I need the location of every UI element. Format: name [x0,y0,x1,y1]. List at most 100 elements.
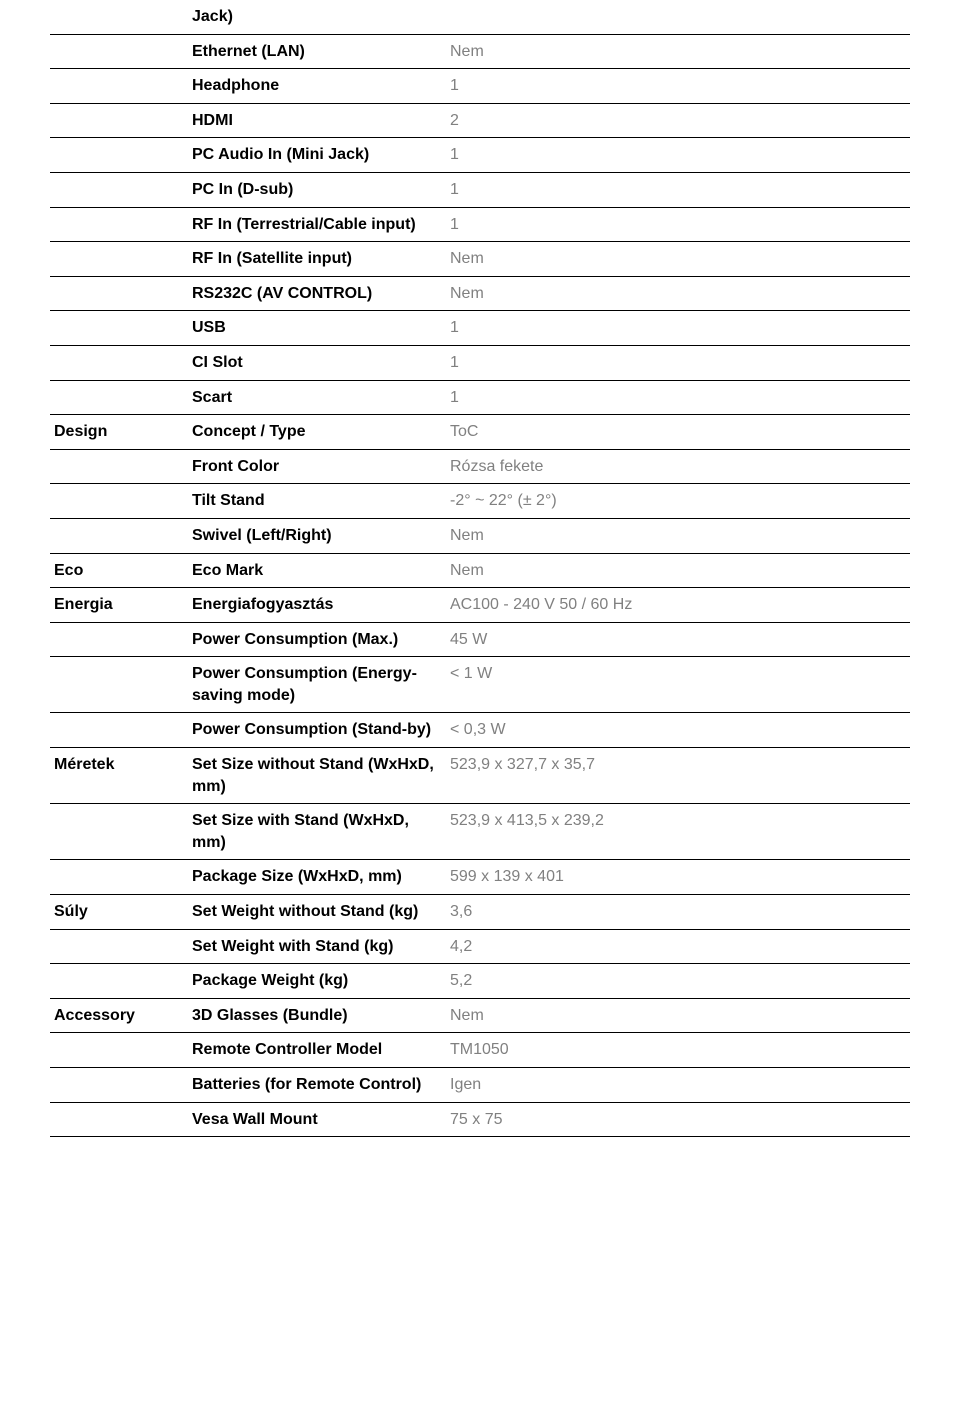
table-row: Batteries (for Remote Control)Igen [50,1068,910,1103]
category-cell [50,345,188,380]
category-cell: Méretek [50,748,188,804]
table-row: Vesa Wall Mount75 x 75 [50,1102,910,1137]
category-cell [50,242,188,277]
label-cell: Headphone [188,69,446,104]
category-cell [50,929,188,964]
label-cell: RF In (Satellite input) [188,242,446,277]
category-cell [50,713,188,748]
category-cell [50,138,188,173]
category-cell [50,1033,188,1068]
category-cell [50,172,188,207]
table-row: EcoEco MarkNem [50,553,910,588]
value-cell: Nem [446,34,910,69]
category-cell [50,449,188,484]
table-row: Package Size (WxHxD, mm)599 x 139 x 401 [50,860,910,895]
label-cell: PC Audio In (Mini Jack) [188,138,446,173]
label-cell: Front Color [188,449,446,484]
value-cell: 5,2 [446,964,910,999]
label-cell: Package Size (WxHxD, mm) [188,860,446,895]
table-row: Power Consumption (Stand-by)< 0,3 W [50,713,910,748]
category-cell [50,276,188,311]
value-cell: 3,6 [446,895,910,930]
category-cell [50,380,188,415]
table-row: Remote Controller ModelTM1050 [50,1033,910,1068]
table-row: CI Slot1 [50,345,910,380]
label-cell: Eco Mark [188,553,446,588]
table-row: EnergiaEnergiafogyasztásAC100 - 240 V 50… [50,588,910,623]
value-cell: 1 [446,138,910,173]
category-cell [50,311,188,346]
value-cell: < 1 W [446,657,910,713]
value-cell: Nem [446,242,910,277]
value-cell: 1 [446,207,910,242]
table-row: HDMI2 [50,103,910,138]
label-cell: RF In (Terrestrial/Cable input) [188,207,446,242]
label-cell: Vesa Wall Mount [188,1102,446,1137]
category-cell [50,518,188,553]
value-cell: 1 [446,172,910,207]
label-cell: CI Slot [188,345,446,380]
category-cell [50,622,188,657]
label-cell: Ethernet (LAN) [188,34,446,69]
label-cell: Power Consumption (Max.) [188,622,446,657]
spec-table: Jack)Ethernet (LAN)NemHeadphone1HDMI2PC … [50,0,910,1137]
table-row: RF In (Terrestrial/Cable input)1 [50,207,910,242]
table-row: Scart1 [50,380,910,415]
label-cell: PC In (D-sub) [188,172,446,207]
value-cell: Nem [446,553,910,588]
table-row: Power Consumption (Energy-saving mode)< … [50,657,910,713]
table-row: USB1 [50,311,910,346]
label-cell: 3D Glasses (Bundle) [188,998,446,1033]
value-cell [446,0,910,34]
category-cell [50,964,188,999]
table-row: RS232C (AV CONTROL)Nem [50,276,910,311]
table-row: Headphone1 [50,69,910,104]
spec-table-body: Jack)Ethernet (LAN)NemHeadphone1HDMI2PC … [50,0,910,1137]
label-cell: Energiafogyasztás [188,588,446,623]
label-cell: Package Weight (kg) [188,964,446,999]
value-cell: Nem [446,276,910,311]
label-cell: Set Weight without Stand (kg) [188,895,446,930]
table-row: Set Size with Stand (WxHxD, mm)523,9 x 4… [50,804,910,860]
value-cell: Igen [446,1068,910,1103]
label-cell: Scart [188,380,446,415]
category-cell: Energia [50,588,188,623]
value-cell: Rózsa fekete [446,449,910,484]
value-cell: AC100 - 240 V 50 / 60 Hz [446,588,910,623]
category-cell [50,103,188,138]
table-row: Power Consumption (Max.)45 W [50,622,910,657]
value-cell: TM1050 [446,1033,910,1068]
table-row: Tilt Stand-2° ~ 22° (± 2°) [50,484,910,519]
label-cell: USB [188,311,446,346]
label-cell: Set Weight with Stand (kg) [188,929,446,964]
table-row: MéretekSet Size without Stand (WxHxD, mm… [50,748,910,804]
category-cell: Súly [50,895,188,930]
category-cell: Eco [50,553,188,588]
label-cell: Set Size without Stand (WxHxD, mm) [188,748,446,804]
value-cell: -2° ~ 22° (± 2°) [446,484,910,519]
label-cell: Batteries (for Remote Control) [188,1068,446,1103]
category-cell [50,69,188,104]
table-row: Set Weight with Stand (kg)4,2 [50,929,910,964]
table-row: Swivel (Left/Right)Nem [50,518,910,553]
category-cell [50,34,188,69]
value-cell: ToC [446,415,910,450]
value-cell: 599 x 139 x 401 [446,860,910,895]
value-cell: Nem [446,518,910,553]
label-cell: Swivel (Left/Right) [188,518,446,553]
table-row: Accessory3D Glasses (Bundle)Nem [50,998,910,1033]
value-cell: 1 [446,311,910,346]
table-row: DesignConcept / TypeToC [50,415,910,450]
table-row: Ethernet (LAN)Nem [50,34,910,69]
label-cell: Jack) [188,0,446,34]
value-cell: < 0,3 W [446,713,910,748]
value-cell: 1 [446,380,910,415]
table-row: PC Audio In (Mini Jack)1 [50,138,910,173]
category-cell [50,484,188,519]
value-cell: 75 x 75 [446,1102,910,1137]
label-cell: Tilt Stand [188,484,446,519]
label-cell: Power Consumption (Stand-by) [188,713,446,748]
table-row: Jack) [50,0,910,34]
value-cell: 45 W [446,622,910,657]
category-cell [50,1068,188,1103]
